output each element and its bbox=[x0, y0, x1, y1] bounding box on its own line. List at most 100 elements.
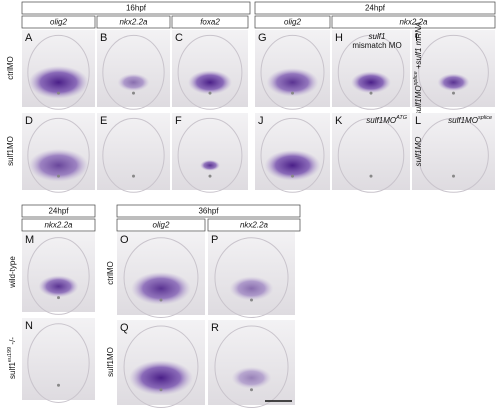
stain bbox=[131, 271, 191, 305]
neural-tube bbox=[337, 117, 405, 193]
row-label: sulf1MO bbox=[6, 136, 15, 166]
neural-tube bbox=[260, 117, 325, 193]
notochord-dot bbox=[57, 91, 60, 95]
panel-label: sulf1MOsplice bbox=[448, 115, 492, 125]
panel-label: sulf1 bbox=[369, 32, 386, 41]
row-label-part: sulf1MO bbox=[106, 347, 115, 377]
panel-side-label: sulf1MOsplice +sulf1 mRNA bbox=[413, 22, 423, 115]
panel-side-label-part: +sulf1 mRNA bbox=[414, 22, 423, 72]
panel-letter: J bbox=[258, 115, 264, 127]
stain bbox=[28, 65, 89, 99]
panel-letter: H bbox=[335, 32, 343, 44]
panel-side-label: sulf1MO bbox=[414, 137, 423, 167]
micrograph bbox=[208, 320, 295, 405]
stain bbox=[117, 73, 150, 92]
row-label: sulf1MO bbox=[106, 347, 115, 377]
neural-tube bbox=[27, 323, 90, 403]
neural-tube bbox=[214, 325, 289, 409]
panel-side-label-part: sulf1MO bbox=[414, 137, 423, 167]
neural-tube bbox=[337, 34, 405, 110]
micrograph bbox=[412, 30, 495, 107]
neural-tube bbox=[123, 325, 199, 409]
neural-tube bbox=[418, 34, 489, 110]
column-box bbox=[331, 15, 496, 29]
column-label: foxa2 bbox=[200, 18, 220, 27]
neural-tube bbox=[260, 34, 325, 110]
stain bbox=[229, 276, 274, 301]
panel-letter: M bbox=[25, 234, 34, 246]
neural-tube bbox=[102, 117, 165, 193]
header-box bbox=[116, 204, 301, 218]
panel-letter: N bbox=[25, 320, 33, 332]
panel-label: mismatch MO bbox=[352, 41, 401, 50]
column-label: olig2 bbox=[284, 18, 301, 27]
notochord-dot bbox=[250, 298, 253, 302]
panel-label-part: ATG bbox=[395, 115, 408, 121]
column-label: nkx2.2a bbox=[44, 221, 73, 230]
column-box bbox=[207, 218, 301, 232]
stain bbox=[129, 360, 193, 396]
notochord-dot bbox=[57, 296, 60, 300]
header-label: 24hpf bbox=[48, 207, 69, 216]
panel-letter: F bbox=[175, 115, 182, 127]
notochord-dot bbox=[132, 174, 135, 178]
stain bbox=[231, 366, 272, 389]
neural-tube bbox=[27, 117, 90, 193]
panel-letter: Q bbox=[120, 322, 129, 334]
notochord-dot bbox=[291, 91, 294, 95]
column-label: olig2 bbox=[153, 221, 170, 230]
neural-tube bbox=[177, 34, 243, 110]
column-box bbox=[254, 15, 331, 29]
notochord-dot bbox=[369, 91, 373, 95]
neural-tube bbox=[27, 237, 90, 315]
notochord-dot bbox=[369, 174, 373, 178]
panel-label-part: sulf1MO bbox=[366, 116, 396, 125]
panel-letter: C bbox=[175, 32, 183, 44]
notochord-dot bbox=[159, 298, 163, 302]
neural-tube bbox=[102, 34, 165, 110]
stain bbox=[38, 275, 79, 298]
column-label: nkx2.2a bbox=[240, 221, 269, 230]
panel-side-label-part: sulf1MO bbox=[414, 85, 423, 115]
notochord-dot bbox=[208, 174, 212, 178]
column-box bbox=[96, 15, 171, 29]
neural-tube bbox=[123, 237, 199, 318]
stain bbox=[264, 149, 321, 181]
stain bbox=[200, 159, 220, 171]
micrograph bbox=[97, 113, 170, 190]
column-label: nkx2.2a bbox=[399, 18, 428, 27]
stain bbox=[188, 70, 232, 95]
header-label: 24hpf bbox=[365, 4, 386, 13]
notochord-dot bbox=[452, 174, 455, 178]
stain bbox=[437, 73, 470, 92]
stain bbox=[266, 68, 319, 97]
micrograph bbox=[172, 30, 248, 107]
header-box bbox=[254, 1, 496, 15]
micrograph bbox=[172, 113, 248, 190]
notochord-dot bbox=[159, 388, 163, 392]
notochord-dot bbox=[452, 91, 455, 95]
stain bbox=[28, 148, 89, 182]
header-label: 16hpf bbox=[126, 4, 147, 13]
micrograph bbox=[97, 30, 170, 107]
stain bbox=[351, 71, 391, 94]
panel-label: sulf1MOATG bbox=[366, 115, 407, 125]
header-label: 36hpf bbox=[198, 207, 219, 216]
row-label: ctrlMO bbox=[6, 56, 15, 80]
panel-letter: L bbox=[415, 115, 421, 127]
header-box bbox=[21, 1, 251, 15]
notochord-dot bbox=[57, 174, 60, 178]
neural-tube bbox=[27, 34, 90, 110]
column-box bbox=[21, 15, 96, 29]
neural-tube bbox=[177, 117, 243, 193]
notochord-dot bbox=[250, 388, 253, 392]
panel-letter: P bbox=[211, 234, 218, 246]
panel-letter: G bbox=[258, 32, 267, 44]
panel-label-part: splice bbox=[478, 115, 492, 121]
panel-letter: B bbox=[100, 32, 107, 44]
notochord-dot bbox=[291, 174, 294, 178]
panel-label-part: sulf1MO bbox=[448, 116, 478, 125]
row-label-part: ctrlMO bbox=[106, 261, 115, 285]
panel-letter: D bbox=[25, 115, 33, 127]
